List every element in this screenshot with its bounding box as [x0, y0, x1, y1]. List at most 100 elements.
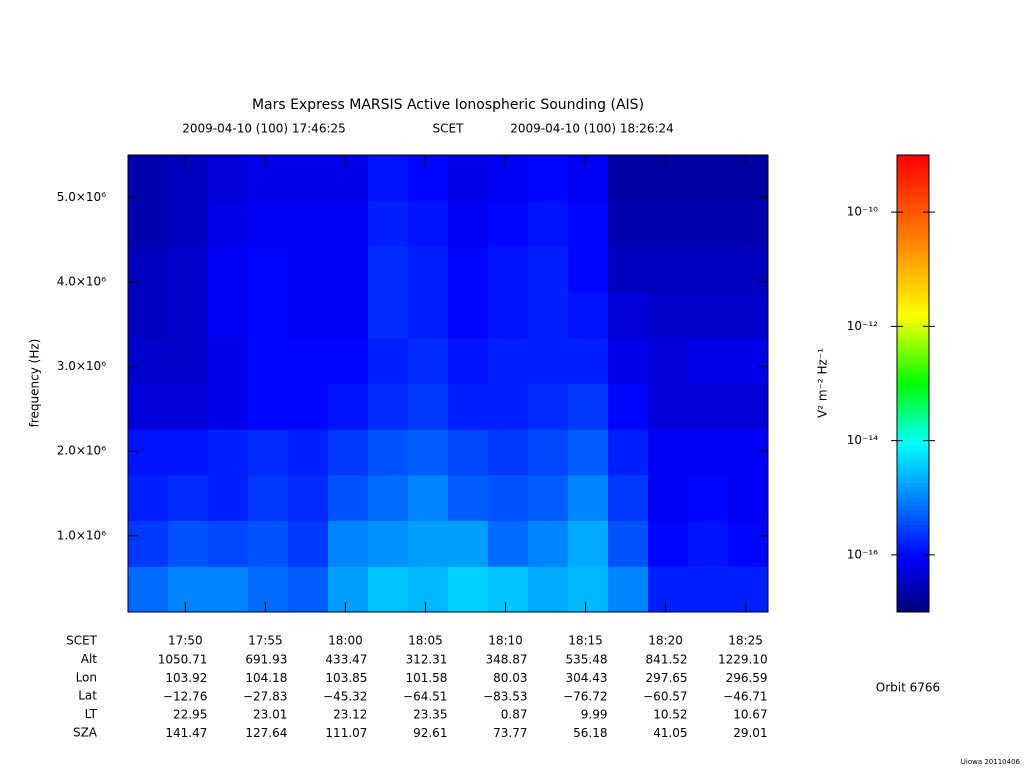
orbit-label: Orbit 6766 [876, 681, 940, 695]
colorbar-segment [897, 490, 929, 495]
colorbar-segment [897, 227, 929, 232]
colorbar-segment [897, 341, 929, 346]
spectrogram-cell [368, 337, 409, 384]
colorbar-segment [897, 223, 929, 228]
spectrogram-cell [288, 292, 329, 339]
colorbar-segment [897, 368, 929, 373]
spectrogram-cell [448, 383, 489, 430]
spectrogram-cell [568, 383, 609, 430]
spectrogram-cell [248, 383, 289, 430]
ephemeris-value: 691.93 [245, 653, 287, 667]
spectrogram-cell [368, 520, 409, 567]
ephemeris-value: 9.99 [581, 708, 608, 722]
spectrogram-cell [568, 246, 609, 293]
colorbar-segment [897, 402, 929, 407]
spectrogram-cell [728, 474, 769, 522]
plot-frame [127, 154, 769, 613]
colorbar-segment [897, 509, 929, 514]
spectrogram-cell [128, 429, 169, 476]
spectrogram-cell [208, 292, 249, 339]
spectrogram-cell [648, 474, 689, 522]
footer: Uiowa 20110406 [961, 758, 1021, 766]
colorbar-segment [897, 459, 929, 464]
colorbar-segment [897, 166, 929, 171]
spectrogram-cell [288, 520, 329, 567]
colorbar-segment [897, 421, 929, 426]
spectrogram-cell [328, 155, 369, 202]
colorbar-segment [897, 596, 929, 602]
spectrogram-cell [408, 246, 449, 293]
subtitle-end: 2009-04-10 (100) 18:26:24 [510, 122, 674, 136]
spectrogram-cell [248, 200, 289, 247]
colorbar-segment [897, 333, 929, 339]
colorbar-segment [897, 592, 929, 598]
colorbar-segment [897, 600, 929, 605]
colorbar-segment [897, 452, 929, 457]
spectrogram-cell [688, 520, 729, 567]
spectrogram-cell [288, 429, 329, 476]
spectrogram-cell [208, 520, 249, 567]
spectrogram-cell [688, 429, 729, 476]
ephemeris-value: 1050.71 [158, 653, 208, 667]
x-tick-label: 18:25 [728, 634, 763, 648]
spectrogram-cell [168, 520, 209, 567]
colorbar-segment [897, 219, 929, 225]
colorbar-segment [897, 345, 929, 350]
colorbar-segment [897, 570, 929, 575]
colorbar-segment [897, 398, 929, 404]
colorbar-segment [897, 448, 929, 453]
spectrogram-cell [408, 520, 449, 567]
colorbar-segment [897, 455, 929, 461]
colorbar-segment [897, 215, 929, 221]
spectrogram-cell [408, 474, 449, 522]
ephemeris-label: SCET [66, 634, 98, 648]
spectrogram-cell [328, 246, 369, 293]
ephemeris-value: −60.57 [643, 689, 687, 703]
spectrogram-cell [728, 566, 769, 613]
x-tick-label: 18:00 [328, 634, 363, 648]
spectrogram-cell [568, 337, 609, 384]
ephemeris-value: 348.87 [485, 653, 527, 667]
spectrogram-cell [288, 566, 329, 613]
ephemeris-value: 104.18 [245, 671, 287, 685]
spectrogram-cell [608, 520, 649, 567]
spectrogram-cell [488, 566, 529, 613]
colorbar-segment [897, 433, 929, 438]
ephemeris-value: 0.87 [501, 708, 528, 722]
ephemeris-value: 304.43 [566, 671, 608, 685]
ephemeris-value: 41.05 [653, 726, 687, 740]
spectrogram-cell [448, 246, 489, 293]
colorbar-segment [897, 292, 929, 297]
spectrogram-cell [128, 337, 169, 384]
colorbar-segment [897, 604, 929, 609]
colorbar-segment [897, 566, 929, 571]
x-tick-label: 18:10 [488, 634, 523, 648]
spectrogram-cell [208, 246, 249, 293]
colorbar-segment [897, 360, 929, 365]
spectrogram-cell [728, 292, 769, 339]
spectrogram-cell [288, 155, 329, 202]
spectrogram-cell [328, 200, 369, 247]
spectrogram-cell [208, 383, 249, 430]
spectrogram-cell [248, 246, 289, 293]
colorbar-segment [897, 482, 929, 487]
colorbar-segment [897, 330, 929, 335]
spectrogram-cell [168, 246, 209, 293]
colorbar-tick-label: 10⁻¹² [847, 319, 878, 333]
spectrogram-cell [208, 200, 249, 247]
spectrogram-cell [368, 246, 409, 293]
spectrogram-cell [648, 337, 689, 384]
colorbar-segment [897, 467, 929, 472]
spectrogram-cell [408, 383, 449, 430]
spectrogram-cell [568, 200, 609, 247]
spectrogram-cell [688, 155, 729, 202]
colorbar-segment [897, 242, 929, 247]
ephemeris-value: 101.58 [405, 671, 447, 685]
colorbar-segment [897, 577, 929, 583]
spectrogram-cell [168, 337, 209, 384]
colorbar-segment [897, 573, 929, 579]
ephemeris-value: −64.51 [403, 689, 447, 703]
ephemeris-value: −46.71 [723, 689, 767, 703]
colorbar-segment [897, 497, 929, 503]
